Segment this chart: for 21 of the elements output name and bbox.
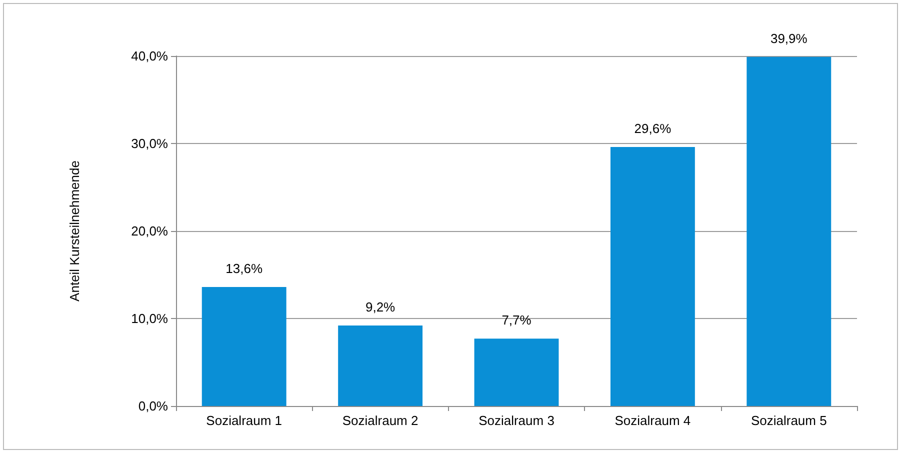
bar bbox=[610, 147, 695, 406]
data-label: 29,6% bbox=[634, 121, 672, 136]
data-label: 9,2% bbox=[365, 300, 396, 314]
data-label: 7,7% bbox=[502, 312, 532, 328]
bar bbox=[338, 326, 423, 406]
data-label: 39,9% bbox=[770, 30, 808, 46]
y-tick-label: 0,0% bbox=[138, 398, 168, 414]
x-tick-label: Sozialraum 1 bbox=[206, 413, 282, 428]
y-tick-label: 20,0% bbox=[131, 224, 168, 238]
x-tick-label: Sozialraum 4 bbox=[614, 413, 691, 428]
x-tick-label: Sozialraum 5 bbox=[750, 413, 827, 428]
bar bbox=[202, 287, 286, 406]
x-tick-label: Sozialraum 2 bbox=[342, 413, 418, 428]
x-tick-label: Sozialraum 3 bbox=[478, 413, 554, 428]
bar bbox=[474, 338, 559, 406]
y-axis-title: Anteil Kursteilnehmende bbox=[67, 160, 82, 302]
y-tick-label: 40,0% bbox=[131, 48, 168, 64]
y-tick-label: 10,0% bbox=[131, 311, 168, 326]
y-tick-label: 30,0% bbox=[131, 136, 168, 151]
bar bbox=[746, 56, 832, 406]
data-label: 13,6% bbox=[226, 261, 263, 276]
